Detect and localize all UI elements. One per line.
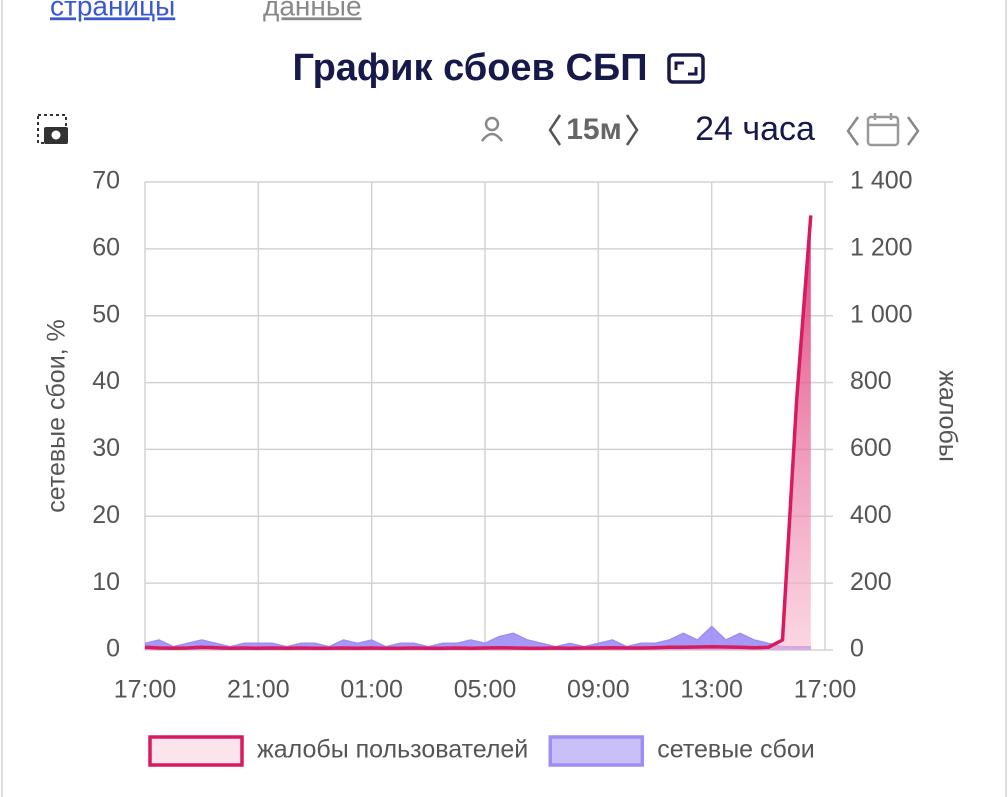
y2-tick-label: 400 bbox=[850, 501, 892, 529]
y2-tick-label: 800 bbox=[850, 367, 892, 395]
calendar-icon[interactable] bbox=[866, 113, 900, 147]
y2-tick-label: 0 bbox=[850, 635, 864, 663]
y2-tick-label: 1 400 bbox=[850, 167, 913, 195]
y-tick-label: 0 bbox=[106, 635, 120, 663]
grid: 0 10 20 30 40 50 60 70 0 200 400 600 800 1 000 1 200 1 … bbox=[92, 167, 912, 704]
y-tick-label: 30 bbox=[92, 434, 120, 462]
series-line bbox=[144, 625, 811, 648]
prev-day[interactable] bbox=[846, 116, 860, 146]
y-axis-title: сетевые сбои, % bbox=[43, 319, 71, 513]
series-area bbox=[145, 626, 811, 650]
chart-title: График сбоев СБП bbox=[292, 47, 647, 89]
x-tick-label: 17:00 bbox=[794, 676, 857, 704]
y2-tick-label: 1 000 bbox=[850, 300, 913, 328]
y-tick-label: 10 bbox=[92, 568, 120, 596]
legend-label[interactable]: жалобы пользователей bbox=[257, 736, 528, 764]
legend-swatch[interactable] bbox=[548, 735, 645, 767]
x-tick-label: 01:00 bbox=[340, 676, 403, 704]
nav-link[interactable]: данные bbox=[263, 0, 362, 21]
plot bbox=[144, 215, 813, 651]
x-tick-label: 05:00 bbox=[454, 676, 517, 704]
legend: жалобы пользователей сетевые сбои bbox=[148, 735, 815, 767]
legend-swatch[interactable] bbox=[148, 735, 244, 767]
y2-tick-label: 200 bbox=[850, 568, 892, 596]
next-interval[interactable] bbox=[625, 114, 639, 146]
x-tick-label: 09:00 bbox=[567, 676, 630, 704]
y-tick-label: 40 bbox=[92, 367, 120, 395]
next-day[interactable] bbox=[906, 116, 920, 146]
fullscreen-icon[interactable] bbox=[667, 53, 705, 84]
user-icon[interactable] bbox=[480, 116, 504, 142]
y-tick-label: 50 bbox=[92, 300, 120, 328]
prev-interval[interactable] bbox=[548, 114, 562, 146]
y-tick-label: 60 bbox=[92, 233, 120, 261]
x-tick-label: 17:00 bbox=[114, 676, 177, 704]
y-tick-label: 70 bbox=[92, 167, 120, 195]
nav-link[interactable]: страницы bbox=[50, 0, 175, 21]
y2-tick-label: 1 200 bbox=[850, 233, 913, 261]
period[interactable]: 24 часа bbox=[695, 110, 815, 148]
y-tick-label: 20 bbox=[92, 501, 120, 529]
legend-label[interactable]: сетевые сбои bbox=[657, 736, 814, 764]
screenshot-icon[interactable] bbox=[37, 114, 68, 144]
x-tick-label: 13:00 bbox=[680, 676, 743, 704]
x-tick-label: 21:00 bbox=[227, 676, 290, 704]
series-line bbox=[144, 215, 813, 651]
interval[interactable]: 15м bbox=[566, 113, 622, 146]
y2-axis-title: жалобы bbox=[933, 370, 961, 462]
y2-tick-label: 600 bbox=[850, 434, 892, 462]
